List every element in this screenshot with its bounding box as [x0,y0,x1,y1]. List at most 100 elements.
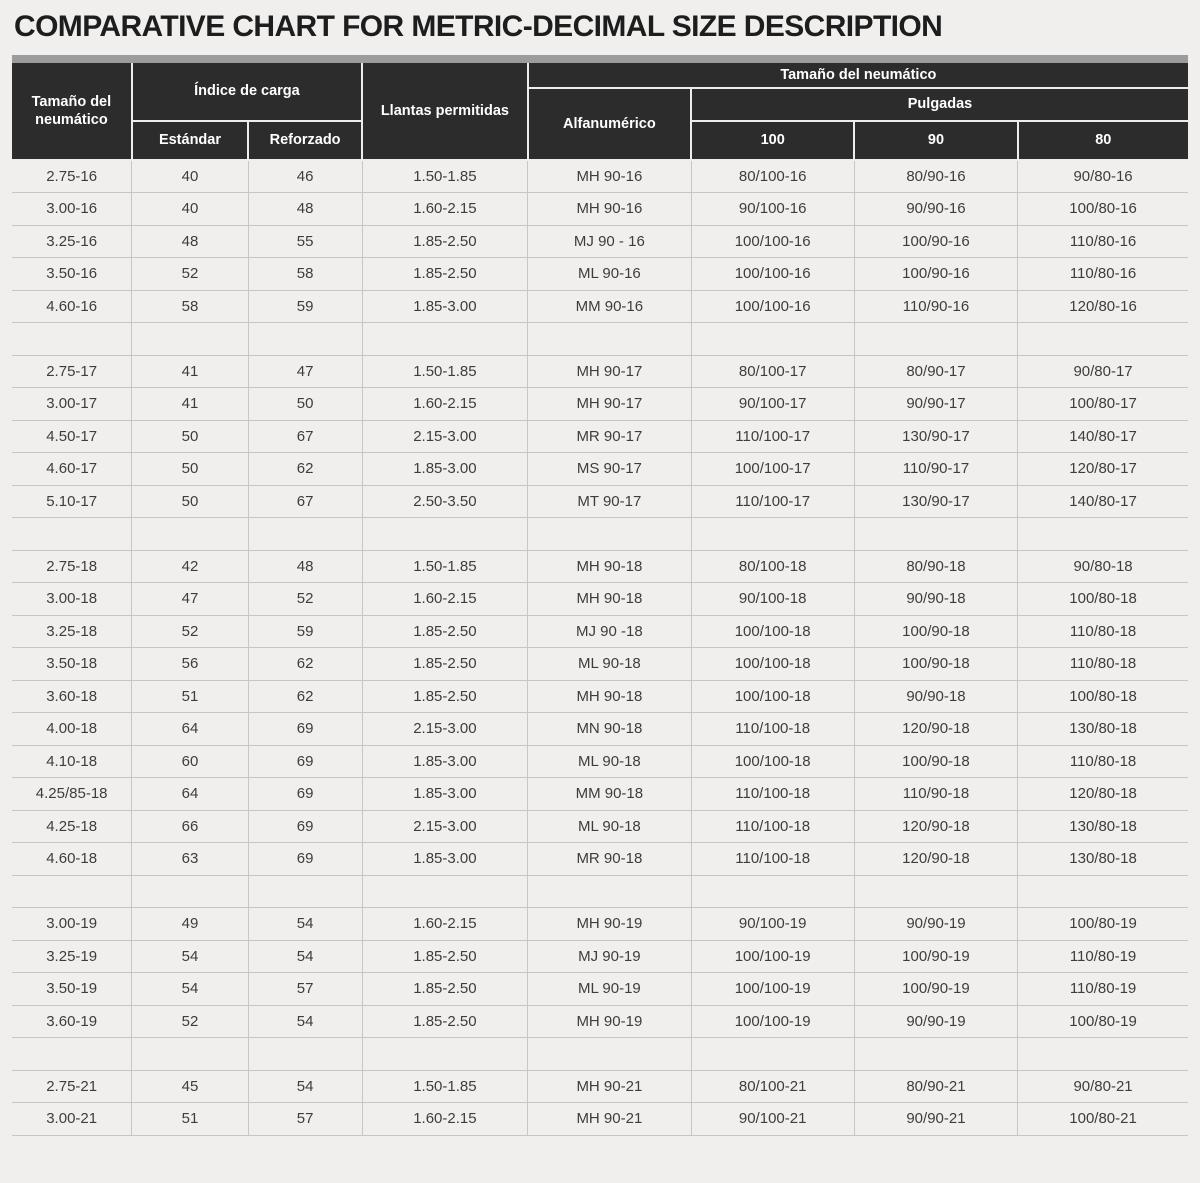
cell-inch-90: 80/90-21 [853,1070,1018,1103]
cell-rims: 2.15-3.00 [361,810,528,843]
cell-tire-size: 3.50-16 [12,257,132,291]
cell-inch-90: 100/90-18 [853,745,1018,778]
cell-inch-90: 130/90-17 [853,420,1018,453]
cell-alphanumeric: ML 90-19 [527,972,692,1006]
spacer-cell [527,322,692,356]
cell-load-reinforced: 69 [247,712,363,746]
table-row: 2.75-21 45 54 1.50-1.85 MH 90-21 80/100-21 80/… [12,1070,1188,1103]
cell-alphanumeric: MN 90-18 [527,712,692,746]
cell-rims: 1.60-2.15 [361,907,528,941]
table-row: 3.00-21 51 57 1.60-2.15 MH 90-21 90/100-21 90/… [12,1102,1188,1136]
cell-load-standard: 52 [131,615,249,648]
cell-inch-90: 120/90-18 [853,842,1018,876]
cell-rims: 1.85-2.50 [361,680,528,713]
cell-inch-80: 130/80-18 [1017,810,1188,843]
cell-load-reinforced: 46 [247,160,363,193]
cell-load-standard: 54 [131,940,249,973]
table-row: 3.00-19 49 54 1.60-2.15 MH 90-19 90/100-19 90/… [12,907,1188,941]
spacer-cell [853,517,1018,551]
cell-inch-90: 100/90-16 [853,257,1018,291]
cell-inch-100: 100/100-19 [690,1005,855,1038]
cell-rims: 1.85-2.50 [361,972,528,1006]
cell-load-reinforced: 69 [247,810,363,843]
cell-inch-90: 100/90-18 [853,615,1018,648]
cell-tire-size: 2.75-21 [12,1070,132,1103]
cell-load-reinforced: 48 [247,550,363,583]
cell-tire-size: 5.10-17 [12,485,132,518]
cell-alphanumeric: MH 90-16 [527,192,692,226]
spacer-cell [247,322,363,356]
spacer-cell [12,517,132,551]
cell-inch-100: 100/100-16 [690,225,855,258]
cell-load-reinforced: 54 [247,940,363,973]
cell-alphanumeric: ML 90-16 [527,257,692,291]
cell-inch-90: 110/90-18 [853,777,1018,811]
cell-inch-90: 110/90-16 [853,290,1018,323]
spacer-cell [1017,875,1188,908]
header-reinforced: Reforzado [247,120,364,161]
spacer-cell [690,875,855,908]
spacer-row [12,875,1188,908]
cell-tire-size: 2.75-17 [12,355,132,388]
cell-inch-80: 90/80-18 [1017,550,1188,583]
cell-load-reinforced: 52 [247,582,363,616]
cell-load-reinforced: 69 [247,777,363,811]
cell-rims: 2.15-3.00 [361,420,528,453]
cell-inch-80: 140/80-17 [1017,485,1188,518]
cell-inch-90: 100/90-19 [853,972,1018,1006]
spacer-row [12,322,1188,356]
cell-load-standard: 54 [131,972,249,1006]
cell-inch-80: 110/80-18 [1017,615,1188,648]
header-standard: Estándar [130,120,250,161]
cell-load-standard: 50 [131,420,249,453]
cell-load-standard: 48 [131,225,249,258]
cell-rims: 1.85-2.50 [361,615,528,648]
cell-load-standard: 41 [131,355,249,388]
header-inches: Pulgadas [690,87,1188,122]
table-body: 2.75-16 40 46 1.50-1.85 MH 90-16 80/100-16 80/… [12,160,1188,1136]
cell-inch-90: 130/90-17 [853,485,1018,518]
cell-rims: 2.50-3.50 [361,485,528,518]
cell-rims: 1.85-3.00 [361,842,528,876]
cell-load-standard: 50 [131,452,249,486]
spacer-cell [527,875,692,908]
cell-inch-80: 100/80-21 [1017,1102,1188,1136]
cell-alphanumeric: MH 90-18 [527,680,692,713]
cell-inch-100: 80/100-16 [690,160,855,193]
cell-inch-90: 90/90-17 [853,387,1018,421]
table-row: 3.50-18 56 62 1.85-2.50 ML 90-18 100/100-18 10… [12,647,1188,681]
table-row: 3.00-16 40 48 1.60-2.15 MH 90-16 90/100-16 90/… [12,192,1188,226]
header-inch-90: 90 [853,120,1019,161]
cell-inch-80: 90/80-17 [1017,355,1188,388]
cell-load-standard: 63 [131,842,249,876]
header-tire-size-left: Tamaño del neumático [12,63,133,161]
cell-alphanumeric: MJ 90-19 [527,940,692,973]
cell-load-standard: 41 [131,387,249,421]
table-row: 3.50-19 54 57 1.85-2.50 ML 90-19 100/100-19 10… [12,972,1188,1006]
cell-inch-90: 80/90-17 [853,355,1018,388]
spacer-cell [1017,517,1188,551]
cell-tire-size: 4.25/85-18 [12,777,132,811]
table-row: 4.60-16 58 59 1.85-3.00 MM 90-16 100/100-16 11… [12,290,1188,323]
size-comparison-table: Tamaño del neumático Índice de carga Lla… [12,63,1188,1136]
cell-alphanumeric: MH 90-17 [527,387,692,421]
cell-inch-80: 110/80-18 [1017,647,1188,681]
cell-tire-size: 3.00-16 [12,192,132,226]
cell-tire-size: 3.60-18 [12,680,132,713]
cell-inch-80: 130/80-18 [1017,842,1188,876]
cell-rims: 1.85-2.50 [361,257,528,291]
cell-alphanumeric: MS 90-17 [527,452,692,486]
cell-load-standard: 66 [131,810,249,843]
cell-inch-90: 100/90-19 [853,940,1018,973]
cell-inch-100: 90/100-19 [690,907,855,941]
cell-alphanumeric: ML 90-18 [527,810,692,843]
cell-inch-80: 110/80-19 [1017,972,1188,1006]
cell-inch-80: 110/80-16 [1017,225,1188,258]
cell-rims: 2.15-3.00 [361,712,528,746]
cell-load-reinforced: 48 [247,192,363,226]
cell-rims: 1.85-2.50 [361,940,528,973]
cell-alphanumeric: MR 90-17 [527,420,692,453]
cell-inch-80: 100/80-19 [1017,907,1188,941]
cell-tire-size: 3.25-19 [12,940,132,973]
cell-inch-80: 140/80-17 [1017,420,1188,453]
